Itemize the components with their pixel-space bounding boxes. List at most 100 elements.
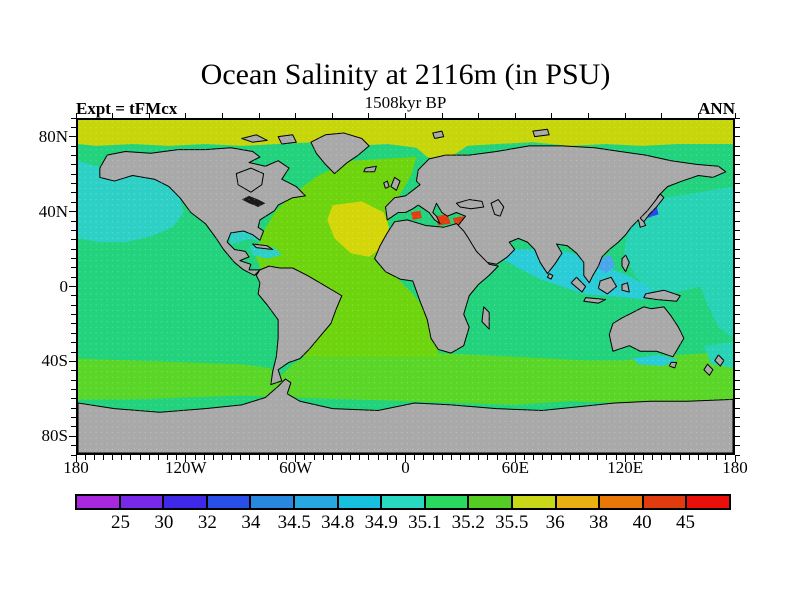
y-tick-left	[71, 295, 76, 297]
longitude-label: 0	[401, 458, 410, 477]
colorbar-boundary-label: 40	[632, 512, 652, 533]
x-tick	[560, 455, 562, 460]
x-tick	[240, 455, 242, 460]
x-tick	[633, 455, 635, 460]
y-tick-right	[735, 257, 740, 259]
x-tick	[148, 455, 150, 460]
colorbar-cell	[512, 496, 557, 508]
y-tick-right	[735, 173, 740, 175]
world-salinity-map	[78, 120, 733, 453]
x-tick	[121, 455, 123, 460]
x-tick	[249, 455, 251, 460]
colorbar-cell	[251, 496, 295, 508]
y-tick-right	[735, 183, 740, 184]
y-tick-left	[71, 126, 76, 128]
x-tick	[331, 455, 333, 460]
colorbar-boundary-label: 35.1	[408, 512, 442, 533]
x-tick-top	[331, 113, 333, 118]
x-tick	[487, 455, 489, 460]
y-tick-left	[71, 229, 76, 231]
x-tick	[93, 455, 95, 460]
colorbar-boundary-label: 34.5	[277, 512, 311, 533]
colorbar-boundary-label: 34	[241, 512, 261, 533]
y-tick-right	[735, 192, 740, 194]
x-tick	[643, 455, 644, 460]
y-tick-right	[735, 201, 740, 203]
x-tick	[304, 455, 306, 460]
colorbar-boundary-label: 34.9	[364, 512, 398, 533]
x-tick	[313, 455, 315, 460]
x-tick	[597, 455, 599, 460]
y-tick-left	[71, 454, 76, 456]
y-tick-right	[735, 351, 740, 353]
longitude-label: 180	[63, 458, 89, 477]
y-tick-right	[735, 417, 740, 419]
x-tick-top	[258, 113, 260, 118]
y-tick-left	[71, 398, 76, 400]
colorbar-cell	[643, 496, 688, 508]
x-tick	[423, 455, 425, 460]
colorbar-cell	[120, 496, 165, 508]
y-tick-right	[735, 164, 740, 166]
y-tick-right	[735, 229, 740, 231]
x-tick	[75, 455, 77, 462]
y-tick-left	[69, 360, 76, 362]
y-tick-left	[69, 435, 76, 437]
y-tick-right	[735, 145, 740, 147]
x-tick	[139, 455, 141, 460]
x-tick	[725, 455, 727, 460]
x-tick	[496, 455, 498, 460]
x-tick-top	[697, 113, 699, 118]
dither-texture	[78, 120, 733, 453]
y-tick-right	[735, 211, 740, 213]
y-tick-left	[71, 407, 76, 409]
y-tick-right	[735, 295, 740, 297]
x-tick	[551, 455, 553, 460]
colorbar-cell	[294, 496, 339, 508]
y-tick-left	[71, 304, 76, 306]
y-tick-left	[71, 445, 76, 447]
x-tick	[588, 455, 590, 460]
x-tick	[524, 455, 525, 460]
y-tick-right	[735, 304, 740, 306]
y-tick-left	[71, 164, 76, 166]
x-tick	[569, 455, 571, 460]
y-tick-right	[735, 407, 740, 409]
x-tick	[734, 455, 736, 462]
x-tick	[157, 455, 159, 460]
x-tick	[267, 455, 269, 460]
page-title: Ocean Salinity at 2116m (in PSU)	[200, 58, 611, 91]
x-tick	[130, 455, 132, 460]
x-tick-top	[514, 113, 516, 118]
x-tick	[542, 455, 544, 460]
y-tick-right	[735, 360, 740, 362]
y-tick-left	[71, 145, 76, 147]
colorbar-cell	[469, 496, 513, 508]
x-tick-top	[478, 113, 480, 118]
y-tick-left	[69, 211, 76, 213]
colorbar-cell	[687, 496, 729, 508]
x-tick	[514, 455, 516, 462]
x-tick	[276, 455, 278, 460]
y-tick-left	[71, 154, 76, 156]
x-tick	[185, 455, 187, 462]
x-tick	[707, 455, 708, 460]
y-tick-right	[735, 248, 740, 250]
x-tick	[697, 455, 699, 460]
experiment-label: Expt = tFMcx	[76, 99, 178, 118]
y-tick-left	[71, 314, 76, 316]
colorbar-cell	[338, 496, 383, 508]
x-tick	[368, 455, 370, 460]
x-tick	[322, 455, 324, 460]
y-tick-left	[71, 248, 76, 250]
x-tick-top	[75, 113, 77, 118]
colorbar-boundary-label: 34.8	[321, 512, 355, 533]
season-label: ANN	[698, 99, 735, 118]
x-tick	[688, 455, 690, 460]
y-tick-left	[71, 239, 76, 241]
x-tick-top	[588, 113, 590, 118]
colorbar-cell	[77, 496, 121, 508]
x-tick	[414, 455, 416, 460]
y-tick-right	[735, 332, 740, 334]
